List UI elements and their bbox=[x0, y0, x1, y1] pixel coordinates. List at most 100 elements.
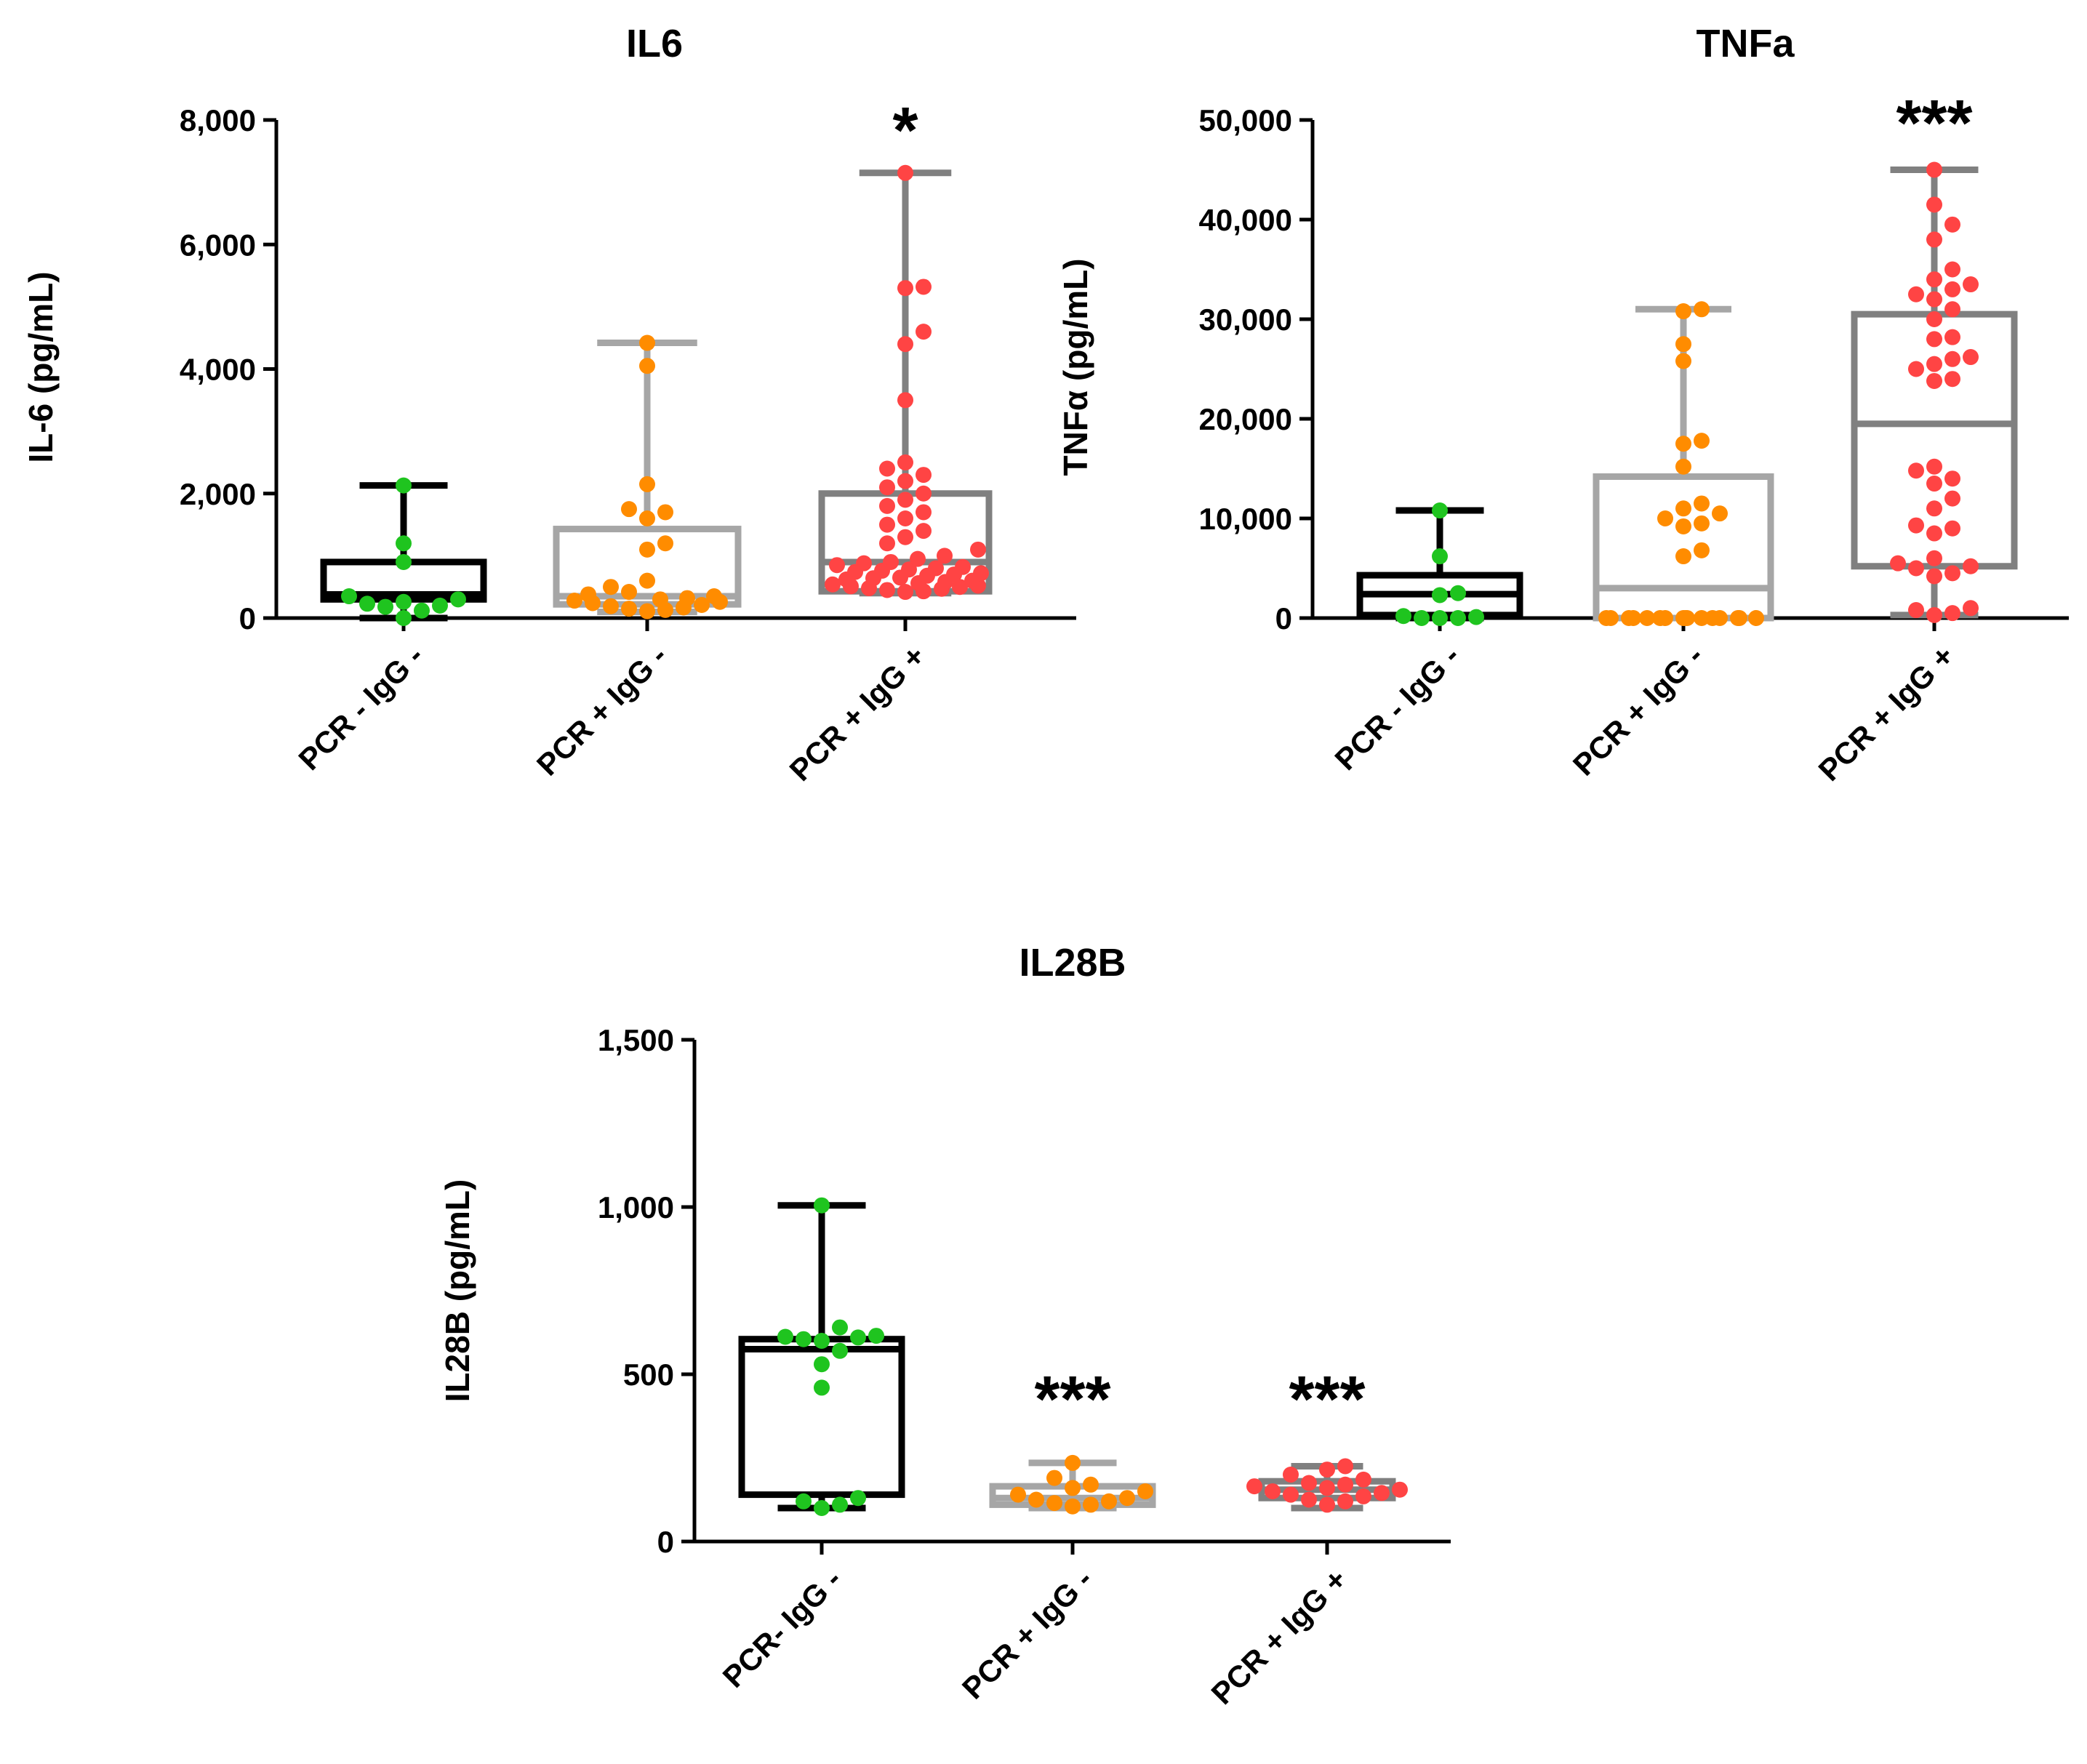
data-point bbox=[1694, 515, 1710, 532]
data-point bbox=[1926, 271, 1942, 288]
data-point bbox=[1598, 610, 1614, 626]
series-3: PCR + IgG + *** bbox=[1204, 1363, 1408, 1711]
data-point bbox=[897, 392, 913, 409]
data-point bbox=[1712, 505, 1728, 522]
data-point bbox=[1432, 548, 1448, 565]
data-point bbox=[1926, 356, 1942, 372]
data-point bbox=[621, 501, 637, 518]
data-point bbox=[1926, 372, 1942, 389]
data-point bbox=[1926, 476, 1942, 492]
data-point bbox=[832, 1319, 848, 1336]
data-point bbox=[1119, 1490, 1135, 1507]
data-point bbox=[937, 548, 953, 564]
data-point bbox=[1468, 609, 1484, 625]
y-axis-label: IL28B (pg/mL) bbox=[438, 1179, 476, 1403]
data-point bbox=[916, 324, 932, 340]
data-point bbox=[916, 504, 932, 521]
data-point bbox=[879, 582, 895, 598]
data-point bbox=[1450, 585, 1466, 601]
data-point bbox=[679, 590, 695, 606]
data-point bbox=[1432, 502, 1448, 519]
y-axis-label: IL-6 (pg/mL) bbox=[22, 271, 60, 462]
data-point bbox=[1657, 510, 1673, 526]
y-tick-label: 8,000 bbox=[180, 103, 256, 137]
y-tick-label: 50,000 bbox=[1199, 103, 1292, 137]
y-tick-label: 1,000 bbox=[598, 1190, 674, 1224]
data-point bbox=[396, 553, 412, 570]
data-point bbox=[1926, 196, 1942, 213]
data-point bbox=[1963, 349, 1979, 366]
significance-marker: *** bbox=[1034, 1363, 1110, 1436]
data-point bbox=[1675, 336, 1691, 353]
data-point bbox=[928, 560, 944, 577]
chart-panel-il28b: IL28B IL28B (pg/mL) 0 500 1,000 1,500 PCR- IgG… bbox=[438, 941, 1451, 1711]
data-point bbox=[1944, 371, 1960, 388]
data-point bbox=[1944, 329, 1960, 345]
y-tick-label: 2,000 bbox=[180, 477, 256, 511]
data-point bbox=[1705, 610, 1721, 626]
data-point bbox=[396, 610, 412, 626]
data-point bbox=[1694, 542, 1710, 558]
data-point bbox=[879, 535, 895, 552]
data-point bbox=[1944, 261, 1960, 278]
data-point bbox=[1301, 1475, 1317, 1491]
data-point bbox=[856, 555, 872, 572]
series-3: PCR + IgG + *** bbox=[1811, 87, 2018, 787]
data-point bbox=[639, 510, 655, 526]
y-tick-label: 20,000 bbox=[1199, 402, 1292, 436]
data-point bbox=[777, 1328, 793, 1345]
data-point bbox=[1301, 1491, 1317, 1508]
data-point bbox=[621, 584, 637, 601]
data-point bbox=[1675, 303, 1691, 320]
data-point bbox=[1694, 433, 1710, 449]
data-point bbox=[814, 1197, 830, 1214]
data-point bbox=[897, 492, 913, 508]
data-point bbox=[1432, 610, 1448, 626]
data-point bbox=[621, 601, 637, 617]
data-point bbox=[1926, 500, 1942, 517]
data-point bbox=[639, 541, 655, 558]
data-point bbox=[1908, 517, 1924, 534]
y-tick-label: 0 bbox=[239, 601, 256, 636]
significance-marker: *** bbox=[1289, 1363, 1365, 1436]
data-point bbox=[1963, 600, 1979, 617]
data-point bbox=[396, 477, 412, 494]
data-point bbox=[814, 1379, 830, 1396]
series-2: PCR + IgG - bbox=[530, 334, 742, 782]
data-point bbox=[396, 535, 412, 552]
data-point bbox=[883, 553, 899, 570]
data-point bbox=[1283, 1467, 1299, 1483]
data-point bbox=[796, 1331, 812, 1347]
data-point bbox=[850, 1490, 866, 1507]
data-point bbox=[1319, 1496, 1335, 1513]
data-point bbox=[1083, 1476, 1099, 1493]
data-point bbox=[1675, 436, 1691, 452]
data-point bbox=[432, 597, 448, 614]
data-point bbox=[1028, 1491, 1044, 1508]
data-point bbox=[1283, 1486, 1299, 1503]
data-point bbox=[1944, 565, 1960, 582]
data-point bbox=[910, 550, 926, 567]
data-point bbox=[706, 588, 722, 605]
data-point bbox=[1010, 1486, 1026, 1503]
data-point bbox=[1944, 281, 1960, 297]
x-tick-label: PCR + IgG + bbox=[1811, 638, 1960, 787]
data-point bbox=[1926, 311, 1942, 327]
data-point bbox=[1926, 568, 1942, 585]
data-point bbox=[639, 358, 655, 374]
data-point bbox=[1450, 610, 1466, 626]
data-point bbox=[603, 598, 619, 614]
data-point bbox=[377, 598, 393, 615]
data-point bbox=[450, 591, 466, 608]
data-point bbox=[652, 591, 668, 608]
data-point bbox=[657, 504, 673, 521]
data-point bbox=[1065, 1498, 1081, 1515]
data-point bbox=[1101, 1493, 1117, 1510]
data-point bbox=[1944, 350, 1960, 367]
data-point bbox=[1675, 548, 1691, 565]
data-point bbox=[879, 497, 895, 514]
data-point bbox=[1652, 610, 1668, 626]
data-point bbox=[639, 603, 655, 620]
data-point bbox=[879, 479, 895, 496]
data-point bbox=[916, 523, 932, 540]
